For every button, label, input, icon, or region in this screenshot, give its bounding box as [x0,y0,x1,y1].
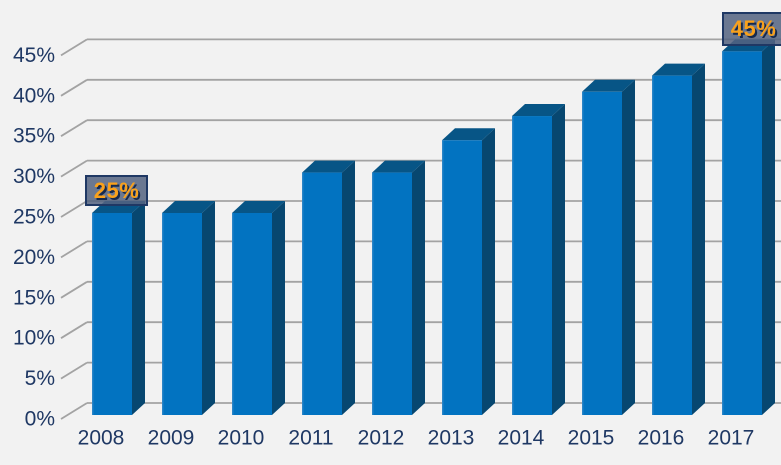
bar-2010 [232,213,272,415]
gridline-leader-45% [60,38,88,57]
bar-side-2014 [552,104,565,415]
y-tick-label-45%: 45% [13,44,55,67]
x-tick-label-2012: 2012 [358,427,405,450]
data-label-2008-text: 25% [93,177,140,203]
bar-2016 [652,75,692,415]
y-tick-label-10%: 10% [13,327,55,350]
x-tick-label-2017: 2017 [708,427,755,450]
bar-2014 [512,116,552,415]
bar-2008 [92,213,132,415]
bar-2012 [372,172,412,415]
bar-2013 [442,140,482,415]
bar-side-2010 [272,201,285,415]
gridline-leader-15% [60,281,88,299]
y-tick-label-15%: 15% [13,286,55,309]
bar-side-2016 [692,63,705,415]
gridline-leader-25% [60,200,88,218]
bar-side-2009 [202,201,215,415]
y-tick-label-40%: 40% [13,84,55,107]
x-tick-label-2008: 2008 [78,427,125,450]
bar-top-2013 [442,128,495,141]
bar-side-2017 [762,39,775,416]
gridline-leader-5% [60,361,88,380]
gridline-leader-10% [60,321,88,339]
bar-top-2016 [652,63,705,76]
bar-side-2013 [482,128,495,415]
bar-2011 [302,172,342,415]
bar-2015 [582,91,622,416]
y-tick-label-20%: 20% [13,246,55,269]
x-tick-label-2009: 2009 [148,427,195,450]
bar-side-2012 [412,160,425,415]
gridline-leader-20% [60,240,88,259]
bar-side-2008 [132,201,145,415]
bar-top-2009 [162,201,215,213]
gridline-leader-35% [60,119,88,137]
gridline-leader-40% [60,79,88,97]
data-label-2017-text: 45% [730,16,777,41]
x-tick-label-2010: 2010 [218,427,265,450]
bar-side-2015 [622,79,635,416]
x-tick-label-2011: 2011 [288,427,333,450]
bar-side-2011 [342,160,355,415]
bar-2017 [722,51,762,416]
bar-top-2011 [302,160,355,173]
y-tick-label-30%: 30% [13,165,55,188]
gridline-leader-30% [60,159,88,178]
x-tick-label-2015: 2015 [568,427,615,450]
bar-top-2012 [372,160,425,173]
y-tick-label-35%: 35% [13,125,55,148]
data-label-2008: 25% [85,175,148,206]
bar-top-2010 [232,201,285,213]
bar-top-2014 [512,104,565,117]
x-tick-label-2013: 2013 [428,427,475,450]
bar-2009 [162,213,202,415]
y-tick-label-25%: 25% [13,206,55,229]
y-tick-label-0%: 0% [25,408,55,431]
gridline-leader-0% [60,402,88,420]
y-tick-label-5%: 5% [25,367,55,390]
x-tick-label-2014: 2014 [498,427,545,450]
data-label-2017: 45% [722,12,781,46]
bar-top-2015 [582,79,635,92]
x-tick-label-2016: 2016 [638,427,685,450]
